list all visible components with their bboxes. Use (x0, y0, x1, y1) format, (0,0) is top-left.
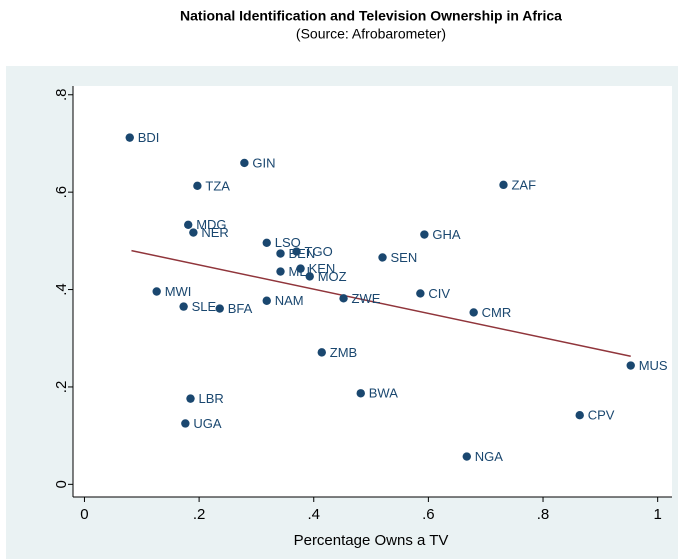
point-label: GIN (252, 155, 275, 170)
point (186, 394, 195, 403)
y-tick-label: .8 (53, 89, 70, 102)
point (181, 419, 190, 428)
point (420, 230, 429, 239)
point-label: GHA (432, 227, 461, 242)
point-label: NER (201, 225, 228, 240)
point-label: BDI (138, 130, 160, 145)
point-label: TZA (205, 178, 230, 193)
point-label: MWI (165, 284, 192, 299)
x-tick-label: .6 (422, 506, 435, 523)
point-label: SEN (391, 250, 418, 265)
point-label: NGA (475, 449, 504, 464)
point (215, 304, 224, 313)
point (276, 267, 285, 276)
point (179, 302, 188, 311)
point-label: MDG (196, 217, 226, 232)
point (462, 452, 471, 461)
point-label: KEN (309, 261, 336, 276)
point (356, 389, 365, 398)
point (292, 247, 301, 256)
x-tick-label: .8 (537, 506, 550, 523)
point (339, 294, 348, 303)
point (317, 348, 326, 357)
point (189, 228, 198, 237)
point (305, 272, 314, 281)
point-label: LSO (275, 235, 301, 250)
point (378, 253, 387, 262)
point-label: LBR (199, 391, 224, 406)
point-label: SLE (192, 299, 217, 314)
point (416, 289, 425, 298)
chart-subtitle: (Source: Afrobarometer) (296, 26, 446, 42)
point (469, 308, 478, 317)
point-label: ZWE (352, 291, 381, 306)
point-label: BWA (369, 386, 398, 401)
point-label: MOZ (318, 269, 347, 284)
point (262, 296, 271, 305)
x-tick-label: .2 (193, 506, 206, 523)
point-label: MUS (639, 358, 668, 373)
point-label: BFA (228, 301, 253, 316)
point-label: UGA (193, 416, 222, 431)
point (125, 133, 134, 142)
point-label: ZAF (511, 177, 536, 192)
point-label: CMR (482, 305, 512, 320)
point-label: MLI (289, 264, 311, 279)
point (152, 287, 161, 296)
y-tick-label: .6 (53, 186, 70, 199)
point-label: NAM (275, 293, 304, 308)
x-tick-label: 1 (653, 506, 661, 523)
plot-region (73, 86, 672, 497)
point-label: ZMB (330, 345, 357, 360)
point (499, 180, 508, 190)
x-tick-label: 0 (80, 506, 88, 523)
point (276, 249, 285, 258)
point (262, 238, 271, 248)
point (575, 410, 584, 420)
fit-line (131, 249, 631, 358)
chart-title: National Identification and Television O… (180, 8, 562, 24)
x-tick-label: .4 (307, 506, 320, 523)
y-tick-label: .2 (53, 381, 70, 394)
point-label: CPV (588, 408, 615, 423)
point-label: CIV (428, 286, 450, 301)
point (296, 264, 305, 273)
point-label: TGO (305, 244, 333, 259)
point (626, 361, 635, 370)
point (184, 220, 193, 229)
point (193, 181, 202, 191)
point (240, 158, 249, 168)
y-tick-label: 0 (53, 480, 70, 488)
x-axis-title: Percentage Owns a TV (294, 532, 449, 549)
y-tick-label: .4 (53, 283, 70, 296)
